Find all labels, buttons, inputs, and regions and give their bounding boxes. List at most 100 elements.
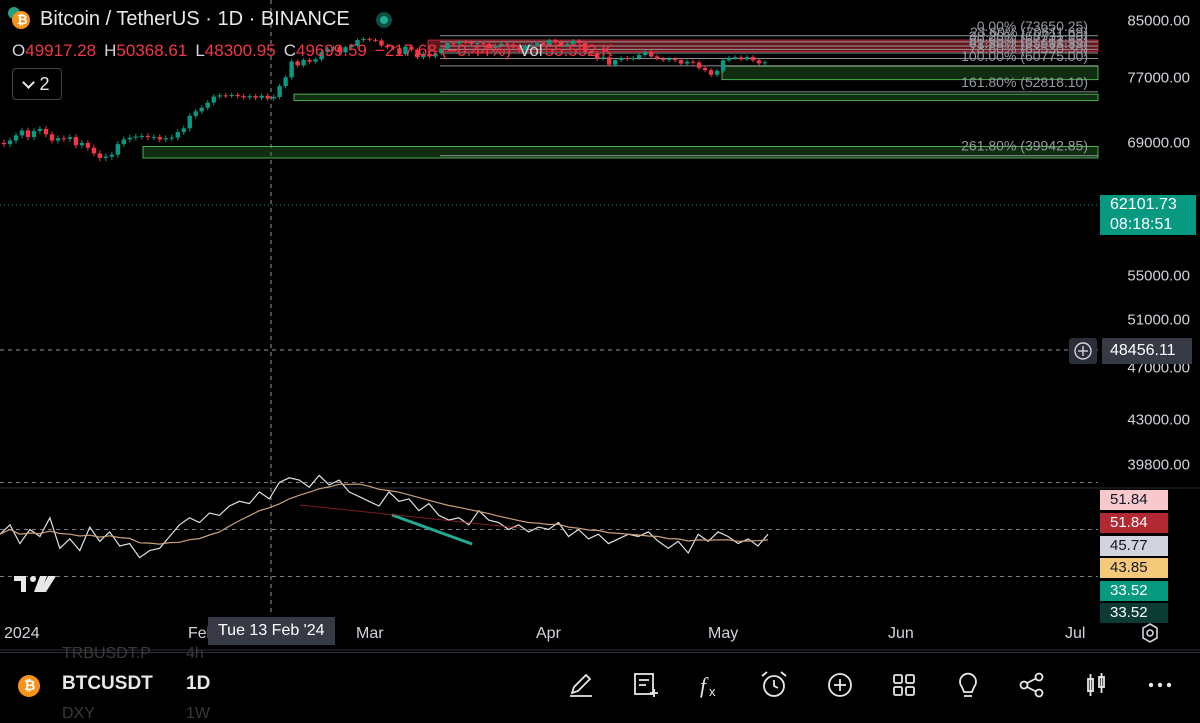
rsi-value-tag: 51.84 — [1100, 513, 1168, 533]
candle-body — [259, 95, 264, 98]
candle-body — [421, 53, 426, 58]
fib-level-label: 161.80% (52818.10) — [961, 74, 1088, 90]
candle-body — [756, 60, 762, 64]
candle-body — [313, 59, 318, 62]
candle-body — [571, 40, 576, 45]
candle-body — [738, 57, 744, 60]
share-icon[interactable] — [1016, 669, 1048, 701]
candle-body — [565, 44, 570, 46]
fib-level-label: 261.80% (39942.85) — [961, 138, 1088, 154]
candle-body — [55, 138, 61, 141]
close-value: 49699.59 — [295, 41, 367, 60]
candle-body — [61, 138, 67, 140]
bar-countdown: 08:18:51 — [1110, 216, 1173, 233]
candles-icon[interactable] — [1080, 669, 1112, 701]
candle-body — [217, 95, 222, 97]
candle-body — [379, 40, 384, 46]
candle-body — [672, 58, 678, 61]
candle-body — [13, 135, 19, 141]
rsi-value-tag: 45.77 — [1100, 536, 1168, 556]
candle-body — [678, 60, 684, 64]
volume-value: 55.552 K — [544, 41, 613, 60]
candle-body — [103, 156, 109, 158]
candle-body — [361, 38, 366, 41]
fib-level-label: 100.00% (60775.00) — [961, 48, 1088, 64]
ghost-timeframe: 4h — [186, 645, 204, 662]
candle-body — [397, 48, 402, 55]
candle-body — [403, 46, 408, 55]
plus-circle-icon[interactable] — [824, 669, 856, 701]
price-tick: 55000.00 — [1127, 267, 1190, 285]
candle-body — [618, 58, 624, 61]
grid-icon[interactable] — [888, 669, 920, 701]
candle-body — [1, 142, 7, 145]
bottom-toolbar: TRBUSDT.P 4h DXY 1W BTCUSDT 1D fx — [0, 645, 1200, 722]
divergence-line — [391, 513, 473, 546]
more-icon[interactable] — [1144, 669, 1176, 701]
rsi-ma-line — [0, 483, 769, 545]
divergence-line — [299, 504, 521, 529]
timeframe-selector[interactable]: 1D — [186, 673, 211, 694]
candle-body — [79, 142, 85, 146]
candle-body — [654, 56, 660, 59]
plus-circle-icon — [1074, 342, 1092, 360]
candle-body — [499, 43, 504, 46]
indicators-toggle-button[interactable]: 2 — [12, 68, 62, 100]
candle-body — [25, 130, 31, 138]
candle-body — [349, 45, 354, 48]
alarm-icon[interactable] — [758, 669, 790, 701]
candle-body — [175, 132, 180, 138]
candle-body — [19, 130, 25, 136]
symbol-title[interactable]: Bitcoin / TetherUS · 1D · BINANCE — [40, 8, 350, 30]
candle-body — [343, 47, 348, 53]
candle-body — [337, 47, 342, 53]
candle-body — [31, 131, 37, 138]
candle-body — [481, 43, 486, 45]
ghost-symbol: TRBUSDT.P — [62, 645, 151, 662]
settings-gear-icon[interactable] — [1139, 622, 1161, 644]
candle-body — [517, 47, 522, 51]
price-tick: 39800.00 — [1127, 456, 1190, 474]
time-tick: Jun — [888, 625, 914, 642]
ohlc-legend: O 49917.28 H 50368.61 L 48300.95 C 49699.59 … — [12, 41, 621, 61]
fib-level-label: 0.00% (73650.25) — [977, 18, 1088, 34]
symbol-title-row[interactable]: Bitcoin / TetherUS · 1D · BINANCE — [8, 6, 392, 31]
time-tick: Jul — [1065, 625, 1086, 642]
svg-text:x: x — [709, 684, 716, 699]
candle-body — [241, 96, 246, 98]
fib-level-label: 38.20% (68731.90) — [969, 28, 1088, 44]
candle-body — [145, 135, 151, 138]
time-tick: Mar — [356, 625, 384, 642]
last-price-value: 62101.73 — [1110, 196, 1177, 213]
btc-icon — [18, 675, 40, 697]
svg-text:f: f — [700, 673, 709, 698]
candle-body — [73, 137, 79, 146]
candle-body — [301, 60, 306, 66]
candle-body — [109, 154, 115, 157]
time-axis[interactable]: 2024 Feb Mar Apr May Jun Jul — [0, 620, 1200, 650]
candle-body — [187, 115, 192, 129]
lightbulb-icon[interactable] — [952, 669, 984, 701]
candle-body — [433, 53, 438, 57]
pencil-icon[interactable] — [566, 669, 598, 701]
candle-body — [475, 43, 480, 45]
candle-body — [91, 147, 97, 154]
candle-body — [607, 57, 612, 65]
candle-body — [541, 43, 546, 45]
candle-body — [355, 40, 360, 46]
add-alert-button[interactable] — [1069, 338, 1097, 364]
candle-body — [271, 96, 276, 99]
candle-body — [493, 45, 498, 49]
open-value: 49917.28 — [25, 41, 97, 60]
add-note-icon[interactable] — [630, 669, 662, 701]
candle-body — [720, 60, 726, 71]
price-axis[interactable]: 85000.00 77000.00 69000.00 55000.00 5100… — [1100, 0, 1200, 623]
crosshair-price-tag: 48456.11 — [1102, 338, 1192, 364]
candle-body — [289, 61, 294, 78]
candle-body — [127, 137, 133, 140]
symbol-selector[interactable]: BTCUSDT — [62, 673, 153, 694]
crosshair-date-tag: Tue 13 Feb '24 — [208, 617, 335, 645]
candle-body — [583, 43, 588, 52]
